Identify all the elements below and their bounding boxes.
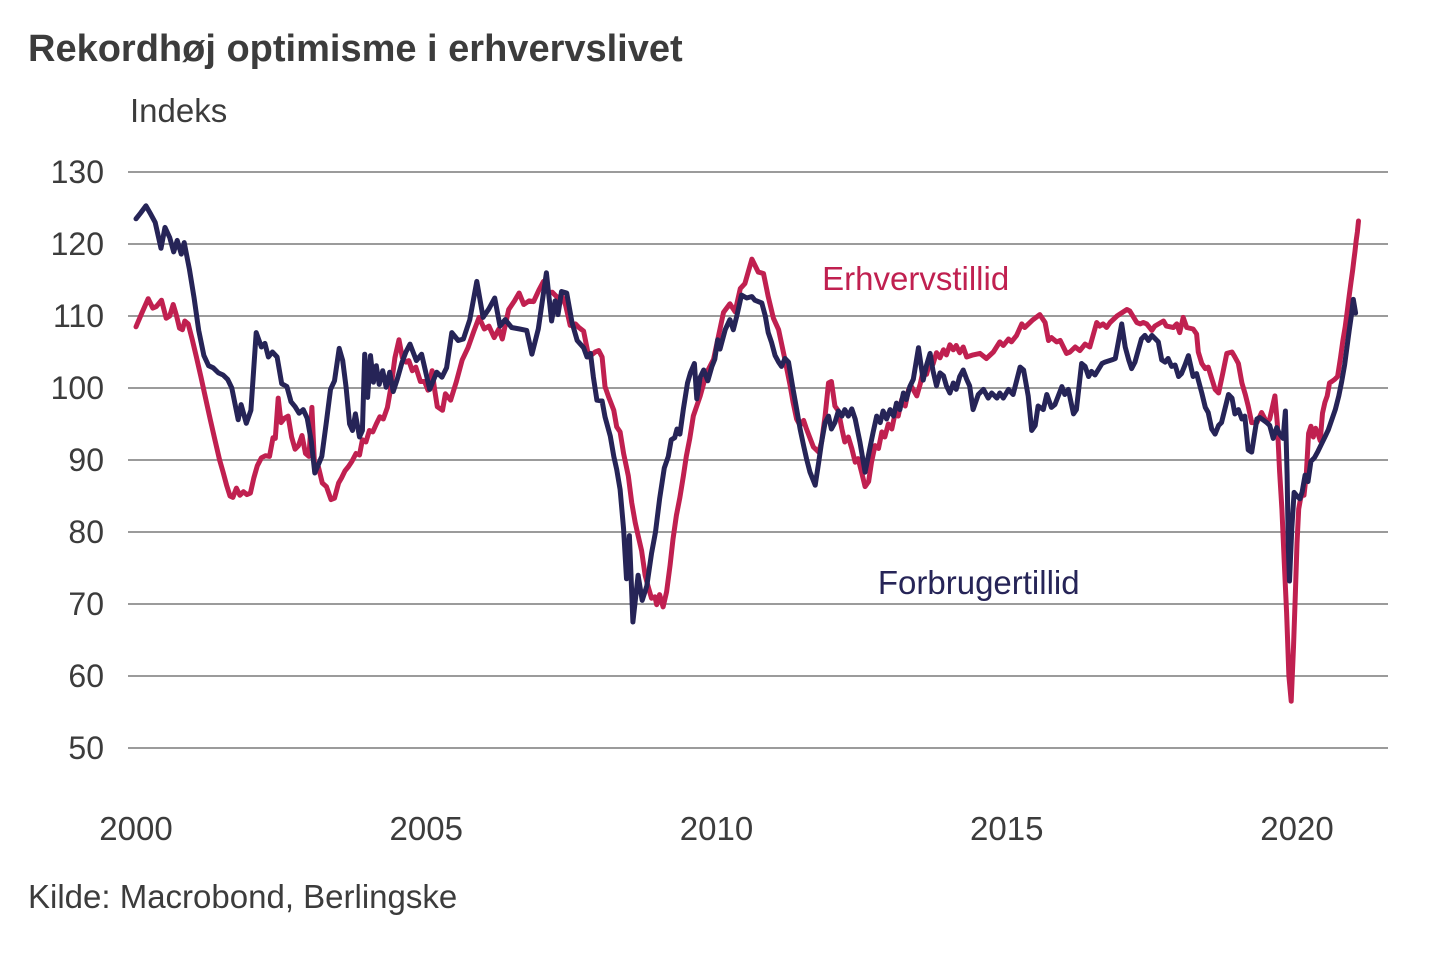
y-tick-label-90: 90 (68, 442, 104, 478)
y-tick-label-110: 110 (53, 298, 104, 334)
x-tick-label-2000: 2000 (99, 810, 172, 847)
y-tick-label-100: 100 (51, 370, 104, 406)
source-attribution: Kilde: Macrobond, Berlingske (28, 878, 458, 915)
forbrugertillid-series-label: Forbrugertillid (878, 564, 1080, 601)
chart-title: Rekordhøj optimisme i erhvervslivet (28, 28, 683, 70)
x-tick-label-2010: 2010 (680, 810, 753, 847)
x-tick-label-2020: 2020 (1260, 810, 1333, 847)
y-tick-label-70: 70 (68, 586, 104, 622)
y-tick-label-60: 60 (68, 658, 104, 694)
erhvervstillid-series-label: Erhvervstillid (822, 260, 1009, 297)
y-tick-label-50: 50 (68, 730, 104, 766)
forbrugertillid-line (133, 203, 1359, 625)
x-tick-label-2015: 2015 (970, 810, 1043, 847)
x-tick-label-2005: 2005 (390, 810, 463, 847)
y-tick-label-130: 130 (51, 154, 104, 190)
y-tick-label-80: 80 (68, 514, 104, 550)
y-axis-unit-label: Indeks (130, 92, 228, 129)
y-tick-label-120: 120 (51, 226, 104, 262)
erhvervstillid-line (133, 218, 1361, 704)
